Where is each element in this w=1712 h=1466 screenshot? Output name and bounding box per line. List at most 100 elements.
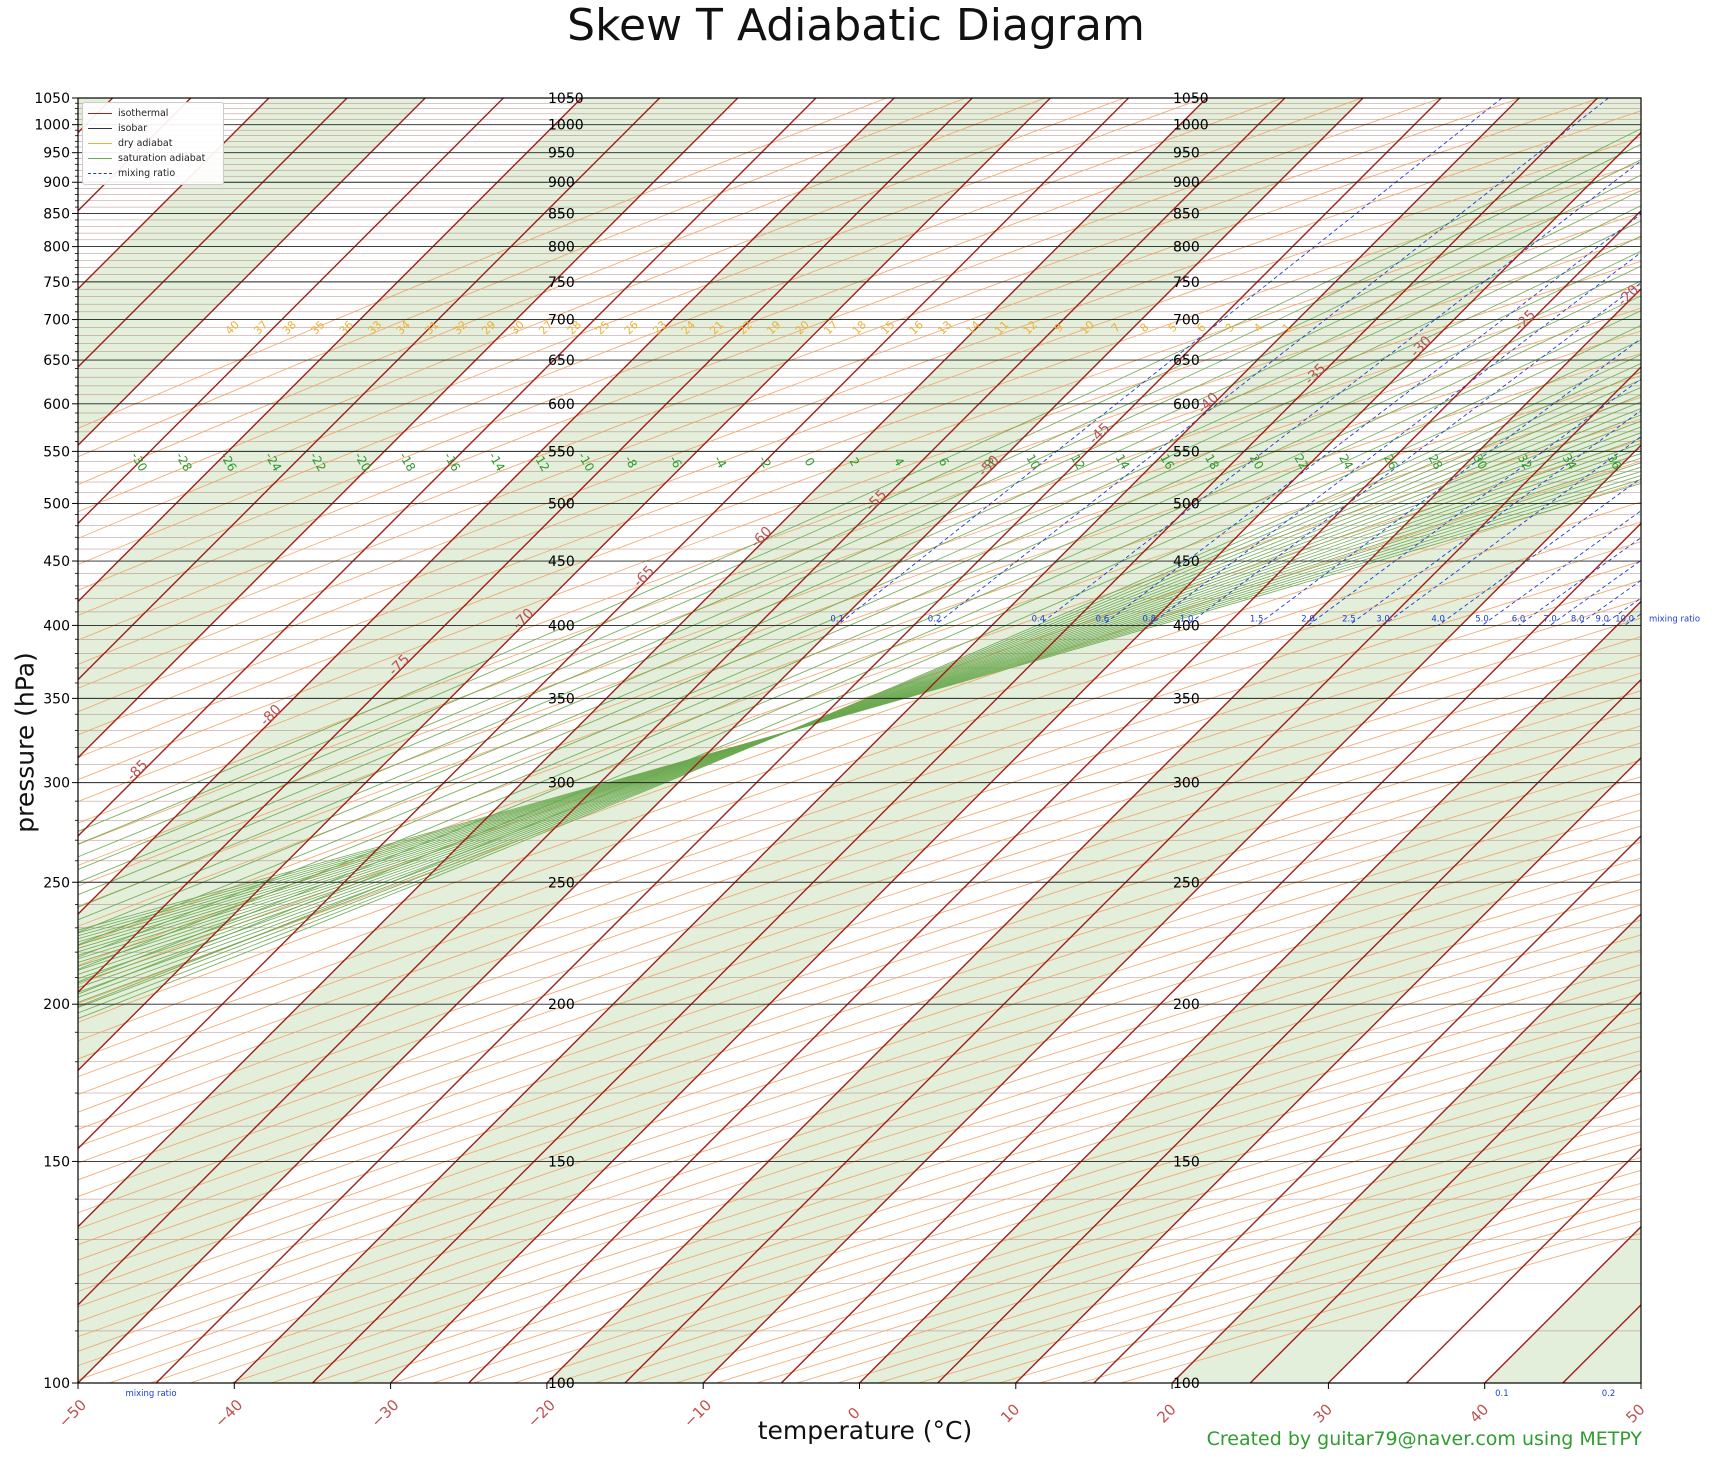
isotherm-line [1249,991,1641,1383]
saturation-adiabat-label: 34 [1560,452,1580,472]
mixing-ratio-line [1102,213,1641,626]
dry-adiabat [78,260,1641,824]
saturation-adiabat [78,235,1641,921]
legend: isothermal isobar dry adiabat saturation… [82,102,224,185]
mixing-ratio-label: 2.5 [1342,614,1356,624]
isobar-label: 750 [548,275,575,291]
dry-adiabat [78,98,966,458]
dry-adiabat [78,187,1641,758]
isotherm-line [546,287,1641,1383]
mixing-ratio-label: 4.0 [1431,614,1445,624]
legend-swatch-isobar [88,128,112,129]
isobar-label: 700 [548,313,575,329]
dry-adiabat [78,809,1641,1323]
isobar-label: 950 [1173,146,1200,162]
dry-adiabat [78,541,1641,1078]
mixing-ratio-label: 0.8 [1143,614,1157,624]
isobar-label: 1050 [548,91,584,107]
x-tick-label: −40 [211,1396,246,1431]
legend-swatch-isothermal [88,113,112,114]
saturation-adiabat [78,394,1641,993]
isobar-label: 650 [548,353,575,369]
isotherm-line [78,98,582,603]
saturation-adiabat [78,159,1641,858]
x-tick-label: 50 [1622,1400,1648,1426]
saturation-adiabat [78,354,1641,1020]
isobar-label: 750 [1173,275,1200,291]
saturation-adiabat [78,310,1641,983]
x-tick-label: 30 [1310,1400,1336,1426]
isobar-label: 350 [1173,691,1200,707]
isotherm-line [468,209,1641,1383]
mixing-ratio-label: 0.6 [1096,614,1110,624]
saturation-adiabat-label: 12 [1068,452,1088,472]
mixing-ratio-label: 0.2 [1602,1389,1616,1399]
isotherm-line [78,98,1130,1150]
saturation-adiabat [78,280,1641,958]
saturation-adiabat [78,482,1641,931]
mixing-ratio-line [934,98,1609,626]
saturation-adiabat [78,128,1641,832]
isobar-label: 250 [1173,875,1200,891]
saturation-adiabat-label: 16 [1157,452,1177,472]
isobar-label: 1000 [548,118,584,134]
y-tick-label: 700 [43,313,70,329]
isobar-label: 950 [548,146,575,162]
saturation-adiabat-label: 28 [1426,452,1446,472]
isobar-label: 900 [1173,175,1200,191]
y-tick-label: 850 [43,206,70,222]
saturation-adiabat [78,371,1641,1009]
mixing-ratio-label: 0.1 [1495,1389,1509,1399]
dry-adiabat [78,725,1641,1246]
dry-adiabat [78,521,1641,1060]
isobar-label: 300 [548,776,575,792]
y-tick-label: 1000 [34,118,70,134]
y-tick-label: 450 [43,554,70,570]
isotherm-line [78,98,973,994]
isotherm-line [78,98,1286,1306]
dry-adiabat [78,690,1641,1214]
x-tick-label: 40 [1466,1400,1492,1426]
saturation-adiabat [78,414,1641,980]
y-tick-label: 250 [43,875,70,891]
y-axis-label: pressure (hPa) [10,652,40,833]
saturation-adiabat [78,387,1641,998]
isotherm-line [937,678,1641,1383]
credit-text: Created by guitar79@naver.com using METP… [1206,1428,1642,1450]
dry-adiabat [78,98,1600,665]
isobar-label: 1000 [1173,118,1209,134]
isotherm-line [78,98,661,681]
isotherm-line [78,98,1208,1228]
isotherm-line [78,98,817,837]
dry-adiabat [78,98,887,429]
dry-adiabat [78,857,1641,1367]
isobar-label: 200 [548,997,575,1013]
y-tick-label: 500 [43,496,70,512]
isobar-label: 1050 [1173,91,1209,107]
isotherm-line [1093,834,1641,1383]
dry-adiabat [78,98,1363,591]
isobar-label: 850 [1173,206,1200,222]
mixing-ratio-line [1038,160,1641,626]
y-tick-label: 950 [43,146,70,162]
isotherm-line [78,98,895,916]
isobar-label: 600 [548,397,575,413]
mixing-ratio-label: 7.0 [1543,614,1557,624]
isobar-label: 500 [548,496,575,512]
mixing-ratio-line [1186,282,1641,626]
mixing-ratio-line [1664,98,1712,625]
y-tick-label: 300 [43,776,70,792]
saturation-adiabat [78,250,1641,933]
plot-area: -30 -28 -26 -24 -22 -20 -18 -16 -14 -12 -10 -8 -6 -4-… [78,98,1712,1383]
mixing-ratio-title-right: mixing ratio [1649,614,1700,624]
isobar-label: 300 [1173,776,1200,792]
mixing-ratio-label: 6.0 [1512,614,1526,624]
y-tick-label: 550 [43,444,70,460]
isobar-label: 100 [548,1376,575,1392]
mixing-ratio-label: 3.0 [1376,614,1390,624]
saturation-adiabat [78,479,1641,934]
y-tick-label: 750 [43,275,70,291]
mixing-ratio-label: 9.0 [1596,614,1610,624]
isobar-label: 400 [548,618,575,634]
dry-adiabat [78,776,1641,1292]
